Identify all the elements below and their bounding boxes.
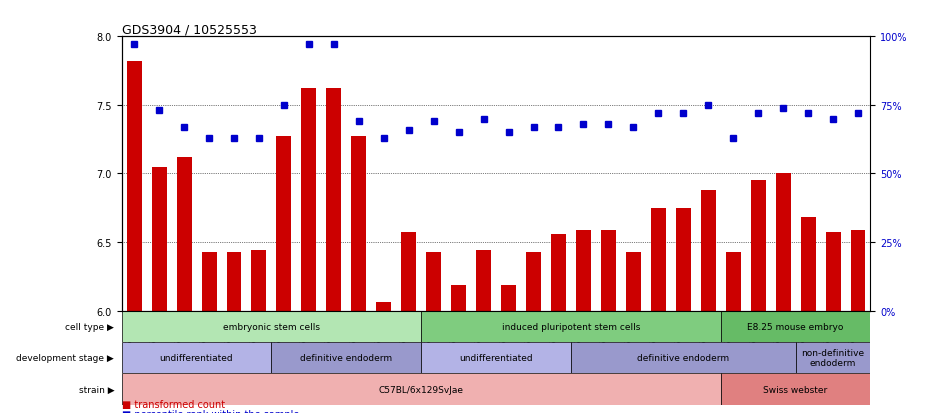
Text: ■ percentile rank within the sample: ■ percentile rank within the sample [122,409,300,413]
FancyBboxPatch shape [421,311,721,342]
Text: strain ▶: strain ▶ [79,385,114,394]
FancyBboxPatch shape [122,311,421,342]
Bar [276,137,291,311]
FancyBboxPatch shape [271,342,421,373]
Bar [126,62,141,311]
Text: E8.25 mouse embryo: E8.25 mouse embryo [748,322,843,331]
Text: Swiss webster: Swiss webster [764,385,827,394]
Bar [626,252,641,311]
Bar [476,251,491,311]
FancyBboxPatch shape [721,311,870,342]
Text: GDS3904 / 10525553: GDS3904 / 10525553 [122,23,256,36]
FancyBboxPatch shape [122,342,271,373]
Text: undifferentiated: undifferentiated [160,354,233,362]
Text: embryonic stem cells: embryonic stem cells [223,322,320,331]
Bar [451,285,466,311]
Text: induced pluripotent stem cells: induced pluripotent stem cells [502,322,640,331]
Text: definitive endoderm: definitive endoderm [637,354,729,362]
Bar [826,233,841,311]
Bar [351,137,366,311]
Text: non-definitive
endoderm: non-definitive endoderm [801,348,865,368]
Bar [725,252,740,311]
Bar [501,285,516,311]
Bar [526,252,541,311]
Bar [601,230,616,311]
Bar [327,89,342,311]
Bar [152,167,167,311]
Bar [402,233,417,311]
Bar [252,251,267,311]
Text: definitive endoderm: definitive endoderm [300,354,392,362]
Bar [751,181,766,311]
Text: undifferentiated: undifferentiated [460,354,533,362]
Bar [651,208,665,311]
Bar [301,89,316,311]
Bar [376,303,391,311]
FancyBboxPatch shape [796,342,870,373]
Bar [426,252,441,311]
Text: cell type ▶: cell type ▶ [66,322,114,331]
Bar [201,252,216,311]
Bar [776,174,791,311]
Bar [800,218,815,311]
FancyBboxPatch shape [421,342,571,373]
FancyBboxPatch shape [721,373,870,405]
Bar [701,190,716,311]
Text: development stage ▶: development stage ▶ [17,354,114,362]
Text: C57BL/6x129SvJae: C57BL/6x129SvJae [379,385,463,394]
Bar [227,252,241,311]
FancyBboxPatch shape [571,342,796,373]
Bar [851,230,866,311]
FancyBboxPatch shape [122,373,721,405]
Text: ■ transformed count: ■ transformed count [122,399,225,409]
Bar [177,158,192,311]
Bar [676,208,691,311]
Bar [576,230,591,311]
Bar [551,234,566,311]
